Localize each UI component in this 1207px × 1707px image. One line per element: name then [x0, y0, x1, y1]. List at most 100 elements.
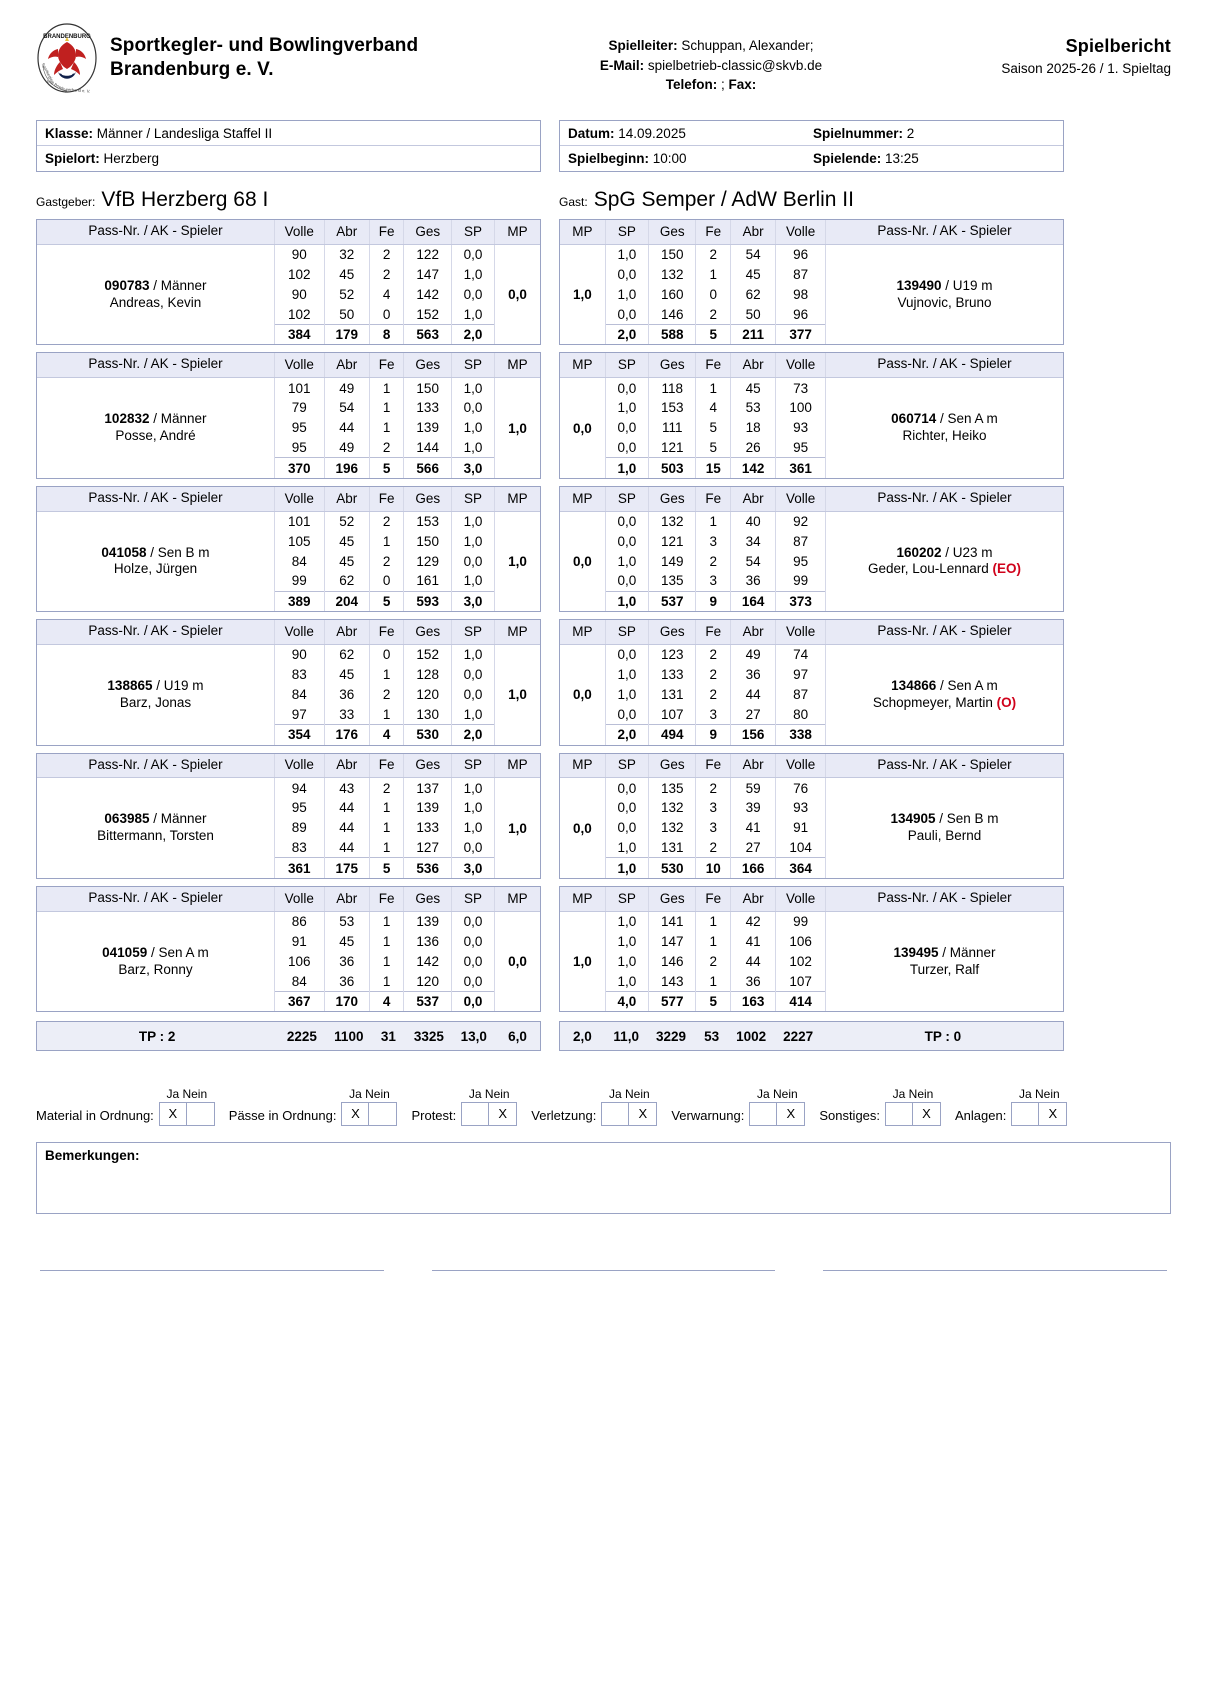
check-nein-box[interactable]: X — [922, 1106, 931, 1122]
home-sum-row: 370 196 5 566 3,0 — [37, 457, 540, 478]
table-row: 91 45 1 136 0,0 — [37, 931, 540, 952]
remarks-box[interactable]: Bemerkungen: — [36, 1142, 1171, 1215]
away-fe: 3 — [695, 704, 731, 725]
check-ja-box[interactable] — [462, 1103, 490, 1126]
col-player: Pass-Nr. / AK - Spieler — [824, 220, 1063, 245]
home-player-pass: 138865 — [107, 677, 153, 693]
check-header: Ja Nein — [1019, 1087, 1060, 1102]
away-volle: 104 — [775, 837, 826, 858]
away-abr: 26 — [730, 437, 776, 458]
col-abr: Abr — [323, 486, 370, 512]
check-ja-box[interactable] — [602, 1103, 630, 1126]
away-sum-volle: 377 — [775, 323, 826, 345]
away-abr: 44 — [730, 951, 776, 972]
check-ja-box[interactable] — [1012, 1103, 1040, 1126]
check-ja-box[interactable]: X — [342, 1103, 370, 1126]
away-sum-volle: 364 — [775, 857, 826, 878]
check-ja-box[interactable] — [750, 1103, 778, 1126]
spielnummer-value: 2 — [906, 125, 915, 141]
home-fe: 1 — [368, 797, 404, 818]
check-boxes: Ja Nein X — [749, 1087, 806, 1127]
home-fe: 1 — [368, 531, 404, 552]
col-volle: Volle — [775, 220, 826, 245]
home-sp: 1,0 — [450, 777, 495, 798]
away-volle: 87 — [775, 531, 826, 552]
col-volle: Volle — [775, 886, 826, 912]
away-player-ak: U23 m — [952, 544, 993, 560]
col-player: Pass-Nr. / AK - Spieler — [37, 220, 275, 245]
check-nein-box[interactable] — [187, 1103, 214, 1125]
away-fe: 4 — [695, 397, 731, 418]
checks-row: Material in Ordnung: Ja Nein X Pässe in Ord… — [36, 1087, 1171, 1127]
check-nein-box[interactable]: X — [638, 1106, 648, 1122]
away-sp: 1,0 — [604, 551, 649, 572]
away-player-pass: 134866 — [891, 677, 937, 693]
table-row: 0,0 132 3 41 91 — [560, 817, 1063, 838]
away-sum-abr: 156 — [730, 724, 776, 745]
home-player-mp: 1,0 — [494, 511, 540, 612]
away-volle: 74 — [775, 644, 826, 665]
check-nein-box[interactable]: X — [1048, 1106, 1058, 1122]
home-ges: 142 — [403, 284, 452, 305]
away-sum-fe: 10 — [695, 857, 731, 878]
away-player-block: MP SP Ges Fe Abr Volle Pass-Nr. / AK - Spieler… — [559, 219, 1064, 346]
col-volle: Volle — [775, 753, 826, 779]
home-player-ak: Sen A m — [158, 944, 209, 960]
col-player: Pass-Nr. / AK - Spieler — [37, 886, 275, 912]
away-volle: 96 — [775, 304, 826, 325]
table-row: 84 45 2 129 0,0 — [37, 551, 540, 572]
check-boxes: Ja Nein X — [158, 1087, 215, 1127]
home-volle: 94 — [273, 777, 325, 798]
col-sp: SP — [450, 353, 495, 379]
pairing-row: Pass-Nr. / AK - Spieler Volle Abr Fe Ges SP MP… — [36, 219, 1171, 346]
table-row: 1,0 149 2 54 95 — [560, 551, 1063, 572]
col-sp: SP — [450, 620, 495, 646]
home-player-ak: Männer — [160, 411, 207, 427]
col-ges: Ges — [647, 886, 696, 912]
away-sp: 1,0 — [604, 284, 649, 305]
home-ges: 161 — [403, 571, 452, 592]
home-fe: 1 — [368, 704, 404, 725]
col-sp: SP — [604, 620, 649, 646]
home-ges: 142 — [403, 951, 452, 972]
check-nein-box[interactable]: X — [498, 1106, 508, 1122]
table-row: 95 44 1 139 1,0 — [37, 797, 540, 818]
away-sum-row: 1,0 530 10 166 364 — [560, 857, 1063, 878]
col-sp: SP — [604, 753, 649, 779]
away-sp: 0,0 — [604, 817, 649, 838]
check-header: Ja Nein — [349, 1087, 390, 1102]
home-sum-abr: 204 — [323, 590, 370, 612]
away-abr: 45 — [730, 264, 776, 285]
away-sum-row: 1,0 537 9 164 373 — [560, 590, 1063, 612]
telefon-label: Telefon: — [665, 77, 718, 93]
check-nein-box[interactable] — [369, 1103, 396, 1125]
col-volle: Volle — [273, 220, 325, 245]
away-volle: 95 — [775, 551, 826, 572]
away-fe: 2 — [695, 664, 731, 685]
table-row: 0,0 111 5 18 93 — [560, 417, 1063, 438]
col-player: Pass-Nr. / AK - Spieler — [37, 620, 275, 646]
col-sp: SP — [450, 220, 495, 245]
table-row: 1,0 1,0 141 1 42 99 139495 / Männer Turzer, Ral… — [560, 911, 1063, 1012]
home-abr: 50 — [323, 304, 370, 325]
away-sp: 1,0 — [604, 837, 649, 858]
pairing-row: Pass-Nr. / AK - Spieler Volle Abr Fe Ges SP MP… — [36, 619, 1171, 746]
home-player-name: Andreas, Kevin — [109, 294, 202, 310]
away-fe: 1 — [695, 377, 731, 398]
check-ja-box[interactable]: X — [160, 1103, 187, 1126]
check-nein-box[interactable]: X — [786, 1106, 796, 1122]
col-mp: MP — [560, 353, 606, 379]
col-player: Pass-Nr. / AK - Spieler — [824, 486, 1063, 512]
away-volle: 107 — [775, 971, 826, 992]
check-group: Verwarnung: Ja Nein X — [671, 1087, 806, 1127]
home-fe: 1 — [368, 397, 404, 418]
away-volle: 93 — [775, 797, 826, 818]
check-ja-box[interactable] — [886, 1103, 914, 1126]
away-abr: 39 — [730, 797, 776, 818]
away-sum-ges: 530 — [647, 857, 696, 878]
col-mp: MP — [560, 486, 606, 512]
home-sum-ges: 537 — [403, 990, 452, 1012]
col-fe: Fe — [695, 220, 731, 245]
away-ges: 146 — [647, 304, 696, 325]
check-label: Anlagen: — [955, 1108, 1007, 1124]
